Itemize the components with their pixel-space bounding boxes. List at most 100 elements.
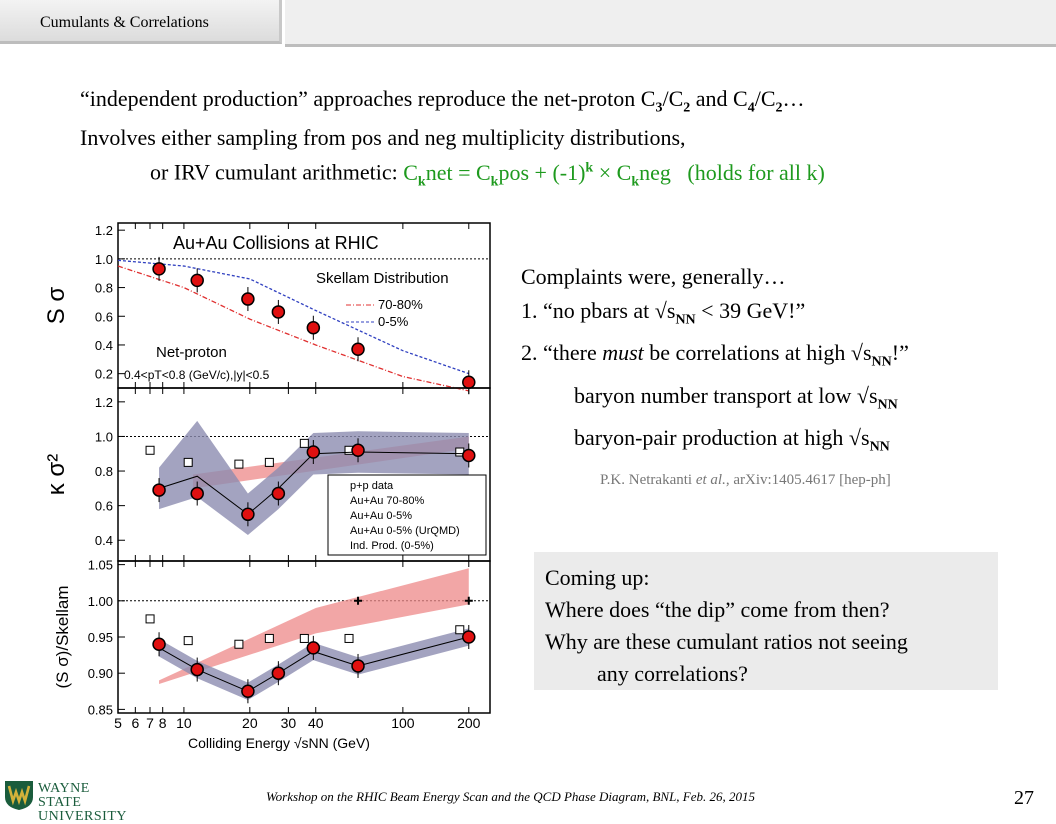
au-au-70-80-point — [264, 633, 274, 643]
chart-title: Au+Au Collisions at RHIC — [173, 233, 379, 253]
university-logo: WAYNE STATE UNIVERSITY — [3, 779, 133, 824]
top-bar — [285, 0, 1056, 47]
coming-up-line-1: Where does “the dip” come from then? — [545, 597, 890, 622]
legend-entry: p+p data — [350, 480, 394, 492]
x-tick-label: 200 — [457, 715, 481, 731]
y-tick-label: 0.2 — [95, 367, 113, 382]
x-axis-label: Colliding Energy √sNN (GeV) — [188, 735, 370, 751]
coming-up-line-3: any correlations? — [597, 661, 748, 686]
au-au-0-5-point — [152, 262, 166, 276]
complaint-2: 2. “there must be correlations at high √… — [521, 340, 909, 370]
ind-prod-band — [159, 628, 469, 700]
au-au-70-80-point — [183, 636, 193, 646]
au-au-0-5-point — [351, 342, 365, 357]
au-au-70-80-point — [145, 614, 155, 624]
y-tick-label: 1.00 — [88, 594, 113, 609]
y-tick-label: 0.8 — [95, 464, 113, 479]
section-tab: Cumulants & Correlations — [0, 0, 282, 44]
cuts-label: 0.4<pT<0.8 (GeV/c),|y|<0.5 — [124, 368, 270, 382]
complaint-1: 1. “no pbars at √sNN < 39 GeV!” — [521, 298, 806, 328]
coming-up-line-2: Why are these cumulant ratios not seeing — [545, 629, 908, 654]
y-tick-label: 0.95 — [88, 630, 113, 645]
y-tick-label: 0.4 — [95, 338, 113, 353]
au-au-0-5-point — [241, 507, 255, 522]
au-au-70-80-point — [234, 459, 244, 469]
au-au-0-5-point — [351, 443, 365, 458]
y-tick-label: 0.6 — [95, 499, 113, 514]
y-tick-label: 1.2 — [95, 223, 113, 238]
au-au-0-5-point — [190, 273, 204, 288]
au-au-70-80-point — [455, 625, 465, 635]
au-au-70-80-point — [264, 457, 274, 467]
reference-citation: P.K. Netrakanti et al., arXiv:1405.4617 … — [600, 472, 891, 488]
x-tick-label: 40 — [308, 715, 324, 731]
au-au-0-5-point — [190, 486, 204, 501]
au-au-0-5-point — [152, 483, 166, 497]
y-axis-label: S σ — [43, 287, 70, 325]
au-au-0-5-point — [462, 630, 476, 644]
section-tab-title: Cumulants & Correlations — [40, 14, 209, 31]
pp-data-point — [464, 596, 473, 605]
logo-text: WAYNE STATE UNIVERSITY — [38, 781, 127, 824]
x-tick-label: 7 — [146, 715, 154, 731]
intro-line-1: “independent production” approaches repr… — [80, 86, 805, 116]
x-tick-label: 10 — [176, 715, 192, 731]
y-axis-label: (S σ)/Skellam — [53, 585, 72, 688]
y-tick-label: 0.4 — [95, 533, 113, 548]
coming-up-box: Coming up: Where does “the dip” come fro… — [534, 552, 998, 690]
intro-line-3: or IRV cumulant arithmetic: Cknet = Ckpo… — [150, 159, 825, 190]
net-proton-label: Net-proton — [156, 344, 227, 361]
x-tick-label: 6 — [131, 715, 139, 731]
legend-entry: Ind. Prod. (0-5%) — [350, 540, 434, 552]
au-au-70-80-point — [299, 633, 309, 643]
y-tick-label: 0.90 — [88, 666, 113, 681]
y-axis-label: κ σ² — [43, 454, 70, 495]
legend-entry: Au+Au 70-80% — [350, 495, 425, 507]
au-au-0-5-point — [351, 659, 365, 673]
complaint-2-sub-1: baryon number transport at low √sNN — [574, 382, 898, 413]
ind-prod-band — [159, 420, 469, 536]
cumulant-equation: Cknet = Ckpos + (-1)k × Ckneg (holds for… — [403, 159, 825, 190]
legend-70-80: 70-80% — [378, 297, 423, 312]
au-au-0-5-point — [271, 486, 286, 501]
skellam-70-80-curve — [117, 265, 469, 392]
intro-text: “independent production” approaches repr… — [80, 84, 825, 197]
au-au-70-80-point — [344, 633, 354, 643]
complaints-block: Complaints were, generally… 1. “no pbars… — [521, 260, 909, 464]
y-tick-label: 0.85 — [88, 702, 113, 717]
x-tick-label: 20 — [242, 715, 258, 731]
coming-up-title: Coming up: — [545, 565, 650, 590]
logo-shield-icon — [5, 781, 33, 810]
y-tick-label: 1.0 — [95, 252, 113, 267]
y-tick-label: 1.05 — [88, 558, 113, 573]
au-au-0-5-point — [306, 641, 321, 655]
intro-line-2: Involves either sampling from pos and ne… — [80, 125, 686, 151]
legend-entry: Au+Au 0-5% — [350, 510, 412, 522]
legend-box — [327, 474, 487, 556]
au-au-0-5-point — [306, 320, 321, 335]
legend-0-5: 0-5% — [378, 314, 409, 329]
x-tick-label: 100 — [391, 715, 415, 731]
cumulant-ratio-chart: 0.2 0.4 0.6 0.8 1.0 1.2 S σ Au+Au Collisions at… — [43, 222, 491, 751]
au-au-70-80-point — [145, 445, 155, 455]
au-au-0-5-point — [241, 292, 255, 306]
footer-text: Workshop on the RHIC Beam Energy Scan an… — [266, 789, 756, 804]
legend-entry: Au+Au 0-5% (UrQMD) — [350, 525, 460, 537]
au-au-0-5-point — [271, 305, 286, 319]
urqmd-band — [159, 568, 469, 685]
skellam-label: Skellam Distribution — [316, 270, 449, 287]
au-au-0-5-point — [152, 637, 166, 651]
au-au-70-80-point — [234, 639, 244, 649]
complaints-title: Complaints were, generally… — [521, 264, 786, 289]
x-tick-label: 30 — [281, 715, 297, 731]
y-tick-label: 1.0 — [95, 429, 113, 444]
x-tick-label: 5 — [114, 715, 122, 731]
pp-data-point — [354, 596, 363, 605]
y-tick-label: 0.6 — [95, 309, 113, 324]
au-au-0-5-point — [462, 448, 476, 463]
au-au-70-80-point — [183, 457, 193, 467]
x-tick-label: 8 — [159, 715, 167, 731]
y-tick-label: 0.8 — [95, 281, 113, 296]
skellam-0-5-curve — [117, 259, 469, 375]
au-au-0-5-point — [462, 375, 476, 390]
